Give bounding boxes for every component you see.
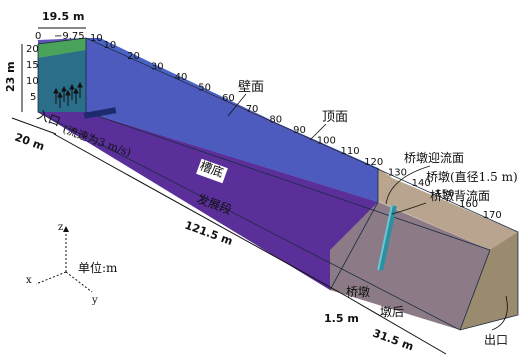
length-tick: 170 — [483, 210, 502, 221]
length-tick: 120 — [364, 157, 383, 168]
length-tick: 30 — [151, 61, 164, 72]
length-tick: 80 — [269, 114, 282, 125]
length-tick: 40 — [175, 72, 188, 83]
label-pier-upstream: 桥墩迎流面 — [404, 151, 464, 165]
top-face-main — [86, 38, 392, 202]
label-unit: 单位:m — [78, 260, 118, 275]
length-tick: 160 — [459, 199, 478, 210]
label-pier-diameter: 桥墩(直径1.5 m) — [426, 170, 518, 184]
leader-pier2 — [391, 202, 427, 215]
edge-mid — [85, 111, 491, 251]
inlet-top-strip — [38, 38, 86, 58]
inlet-plate — [83, 107, 117, 119]
label-wall: 壁面 — [238, 80, 264, 95]
length-tick: 50 — [198, 83, 211, 94]
length-tick: 130 — [388, 167, 407, 178]
pier-length-label: 1.5 m — [324, 312, 359, 325]
inlet-velocity-arrows — [53, 81, 83, 108]
bottom-label-bg — [196, 158, 228, 184]
after-length-label: 31.5 m — [371, 327, 415, 354]
height-label: 23 m — [4, 61, 17, 92]
bridge-pier — [377, 205, 397, 271]
width-tick-2: 10 — [90, 33, 103, 44]
label-pier: 桥墩 — [346, 285, 370, 299]
outlet-face — [460, 232, 518, 330]
dev-length-line — [53, 133, 347, 297]
channel-bottom-face — [38, 112, 378, 290]
z-arrow — [63, 226, 69, 232]
axis-x: x — [26, 275, 32, 286]
length-tick: 60 — [222, 93, 235, 104]
height-tick-2: 10 — [26, 76, 39, 87]
after-length-line — [345, 295, 447, 355]
edge-sec2 — [329, 201, 379, 291]
inlet-length-line — [11, 117, 57, 135]
length-tick: 110 — [341, 146, 360, 157]
label-pier-downstream: 桥墩背流面 — [430, 189, 490, 203]
inlet-length-label: 20 m — [13, 131, 46, 154]
after-pier-side — [330, 202, 490, 330]
leader-top — [309, 123, 327, 141]
width-tick-1: −9.75 — [54, 31, 85, 42]
after-pier-top-plane — [378, 178, 518, 250]
leader-outlet — [491, 295, 508, 331]
length-tick: 150 — [435, 189, 454, 200]
axis-y: y — [91, 295, 98, 306]
height-tick-0: 20 — [26, 44, 39, 55]
coordinate-axes — [35, 230, 93, 293]
length-ticks: 10 20 30 40 50 60 70 80 90 100 110 120 130 140 150 160 1… — [104, 40, 502, 221]
leader-pier — [385, 165, 431, 205]
length-tick: 70 — [246, 104, 259, 115]
width-tick-0: 0 — [35, 31, 41, 42]
label-top: 顶面 — [322, 110, 348, 125]
height-tick-1: 15 — [26, 60, 39, 71]
edge-out — [459, 249, 491, 331]
leader-wall — [227, 93, 247, 117]
axis-z: z — [58, 222, 63, 233]
length-tick: 90 — [293, 125, 306, 136]
length-tick: 140 — [412, 178, 431, 189]
length-tick: 100 — [317, 136, 336, 147]
label-after-pier: 墩后 — [380, 305, 404, 319]
width-label: 19.5 m — [42, 10, 84, 23]
length-tick: 20 — [127, 51, 140, 62]
height-tick-3: 5 — [30, 92, 36, 103]
label-outlet: 出口 — [484, 333, 508, 347]
length-tick: 10 — [104, 40, 117, 51]
